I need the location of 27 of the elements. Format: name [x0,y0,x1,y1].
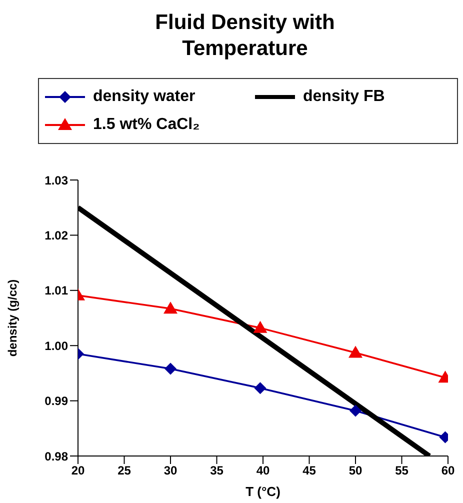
legend-label: density FB [303,88,385,106]
x-axis-title: T (°C) [246,484,280,499]
x-tick-label: 30 [164,464,178,478]
x-tick-label: 50 [348,464,362,478]
y-tick-label: 1.02 [44,228,68,242]
point [254,382,266,394]
y-tick-label: 0.98 [44,449,68,464]
point [350,404,362,417]
chart-title: Fluid Density with Temperature [154,10,336,62]
x-tick-label: 45 [302,464,316,478]
x-tick-label: 20 [71,464,85,478]
x-tick-label: 35 [210,464,224,478]
x-tick-label: 25 [118,464,132,478]
legend-label: density water [93,88,196,106]
point [164,302,178,314]
point [164,362,176,375]
x-tick-label: 60 [441,464,455,478]
x-tick-label: 40 [256,464,270,478]
y-axis-title: density (g/cc) [5,279,20,357]
x-tick-label: 55 [395,464,409,478]
point [253,320,268,333]
y-tick-label: 0.99 [44,394,68,408]
y-tick-label: 1.03 [44,173,68,188]
point [348,346,362,358]
y-tick-label: 1.00 [44,338,68,353]
y-tick-label: 1.01 [44,284,68,298]
legend-label: 1.5 wt% CaCl₂ [93,116,200,134]
